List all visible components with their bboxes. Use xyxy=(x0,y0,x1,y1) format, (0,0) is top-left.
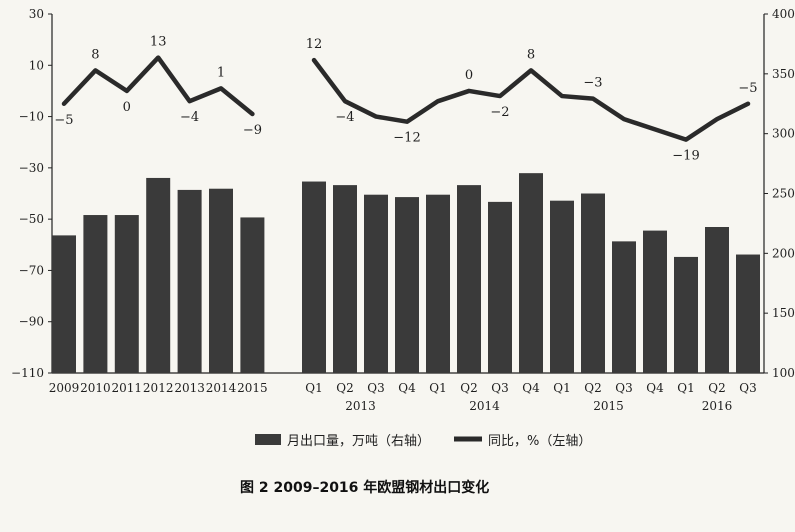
x-tick-label: 2010 xyxy=(80,381,111,395)
line-data-label: 8 xyxy=(91,47,99,62)
line-layer xyxy=(61,55,751,142)
x-tick-label: Q2 xyxy=(708,381,725,395)
bar xyxy=(674,256,698,373)
bar xyxy=(240,217,265,373)
bar xyxy=(333,185,357,373)
bar xyxy=(643,230,667,373)
bar xyxy=(83,215,108,373)
yoy-line-segment xyxy=(61,55,255,117)
x-tick-label: Q1 xyxy=(553,381,570,395)
line-data-label: −4 xyxy=(335,110,354,125)
x-tick-label: 2009 xyxy=(49,381,80,395)
x-tick-label: Q3 xyxy=(491,381,508,395)
bar xyxy=(550,200,574,373)
bar xyxy=(114,215,139,373)
bar xyxy=(426,194,450,373)
bar xyxy=(519,173,543,373)
line-data-label: −5 xyxy=(54,113,73,128)
x-year-group-label: 2016 xyxy=(702,399,733,413)
x-tick-label: Q4 xyxy=(522,381,540,395)
figure-caption: 图 2 2009–2016 年欧盟钢材出口变化 xyxy=(240,479,489,496)
x-tick-label: 2015 xyxy=(237,381,268,395)
legend-label-bars: 月出口量，万吨（右轴） xyxy=(287,434,430,449)
bar xyxy=(52,235,76,373)
bar xyxy=(177,189,202,373)
x-tick-label: Q3 xyxy=(367,381,384,395)
x-tick-label: Q2 xyxy=(336,381,353,395)
line-data-label: −12 xyxy=(393,131,420,146)
yoy-line-segment xyxy=(311,57,751,142)
x-year-group-label: 2014 xyxy=(469,399,500,413)
bar xyxy=(736,254,760,373)
x-year-group-label: 2015 xyxy=(593,399,624,413)
left-tick-label: −30 xyxy=(19,161,44,175)
line-data-label: −9 xyxy=(243,123,262,138)
line-data-label: 13 xyxy=(150,35,167,50)
bar xyxy=(488,201,512,373)
legend-label-line: 同比，%（左轴） xyxy=(488,434,591,449)
x-tick-label: Q1 xyxy=(677,381,694,395)
bar xyxy=(457,185,481,373)
bar xyxy=(364,194,388,373)
line-data-label: −2 xyxy=(490,105,509,120)
line-data-label: 0 xyxy=(123,100,131,115)
x-year-group-label: 2013 xyxy=(345,399,376,413)
left-tick-label: 30 xyxy=(29,7,44,21)
x-tick-label: Q4 xyxy=(398,381,416,395)
line-data-label: −4 xyxy=(180,110,199,125)
bar xyxy=(395,197,419,373)
right-tick-label: 300 xyxy=(772,127,795,141)
bars-layer xyxy=(52,173,760,373)
bar xyxy=(302,181,326,373)
x-tick-label: Q3 xyxy=(615,381,632,395)
x-tick-label: Q3 xyxy=(739,381,756,395)
x-tick-label: 2011 xyxy=(112,381,143,395)
right-tick-label: 400 xyxy=(772,7,795,21)
right-tick-label: 150 xyxy=(772,306,795,320)
left-tick-label: 10 xyxy=(29,58,44,72)
legend: 月出口量，万吨（右轴） 同比，%（左轴） xyxy=(255,434,591,449)
line-data-label: 0 xyxy=(465,68,473,83)
x-tick-label: Q1 xyxy=(429,381,446,395)
x-tick-label: Q1 xyxy=(305,381,322,395)
bar xyxy=(612,241,636,373)
line-data-label: −19 xyxy=(672,149,699,164)
line-data-label: −5 xyxy=(738,81,757,96)
right-tick-label: 100 xyxy=(772,366,795,380)
left-tick-label: −50 xyxy=(19,212,44,226)
line-data-label: −3 xyxy=(583,76,602,91)
right-tick-label: 350 xyxy=(772,67,795,81)
x-tick-label: 2014 xyxy=(206,381,237,395)
right-tick-label: 200 xyxy=(772,246,795,260)
line-data-label: 8 xyxy=(527,47,535,62)
bar xyxy=(209,188,233,373)
bar xyxy=(705,227,729,373)
right-tick-label: 250 xyxy=(772,187,795,201)
x-tick-label: 2012 xyxy=(143,381,174,395)
bar xyxy=(146,177,171,373)
line-data-label: 1 xyxy=(217,65,225,80)
axes-layer: 3010−10−30−50−70−90−11040035030025020015… xyxy=(11,7,795,413)
x-tick-label: Q4 xyxy=(646,381,664,395)
x-tick-label: Q2 xyxy=(460,381,477,395)
legend-swatch-bars xyxy=(255,434,281,445)
left-tick-label: −10 xyxy=(19,110,44,124)
labels-layer: −5 8 0 13 −4 1 −9 12 −4 −12 0 −2 8 −3 −19 −5 xyxy=(54,35,757,164)
left-tick-label: −70 xyxy=(19,263,44,277)
x-tick-label: 2013 xyxy=(174,381,205,395)
bar xyxy=(581,193,605,373)
left-tick-label: −90 xyxy=(19,315,44,329)
left-tick-label: −110 xyxy=(11,366,44,380)
x-tick-label: Q2 xyxy=(584,381,601,395)
line-data-label: 12 xyxy=(306,37,323,52)
